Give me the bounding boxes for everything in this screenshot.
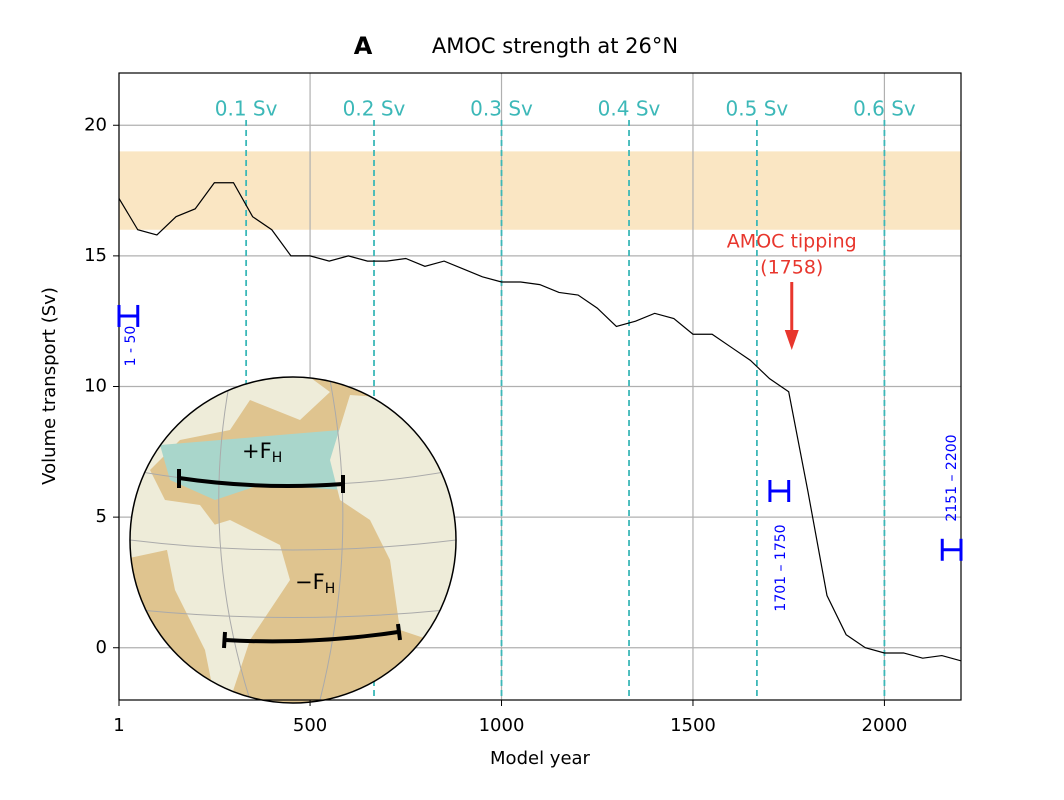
x-tick-label: 2000 <box>862 715 908 736</box>
annotation: AMOC tipping <box>727 231 857 253</box>
forcing-label: 0.6 Sv <box>853 97 916 121</box>
y-tick-label: 15 <box>84 245 107 266</box>
reference-band <box>119 151 961 230</box>
tipping-arrowhead <box>784 330 799 350</box>
forcing-label: 0.5 Sv <box>726 97 789 121</box>
x-axis-label: Model year <box>490 748 591 769</box>
forcing-label: 0.2 Sv <box>343 97 406 121</box>
forcing-label: 0.4 Sv <box>598 97 661 121</box>
chart-title: AMOC strength at 26°N <box>432 34 678 58</box>
y-axis-label: Volume transport (Sv) <box>39 287 60 485</box>
land-south-america <box>165 520 290 700</box>
inset-label: −FH <box>295 570 335 597</box>
globe-inset: +FH −FH <box>129 376 457 704</box>
data-line <box>119 182 961 662</box>
mean-label: 2151 – 2200 <box>944 434 960 521</box>
mean-label: 1 - 50 <box>123 326 139 367</box>
y-tick-label: 0 <box>96 637 107 658</box>
y-tick-label: 20 <box>84 114 107 135</box>
y-tick-label: 5 <box>96 506 107 527</box>
x-tick-label: 500 <box>293 715 327 736</box>
mean-bar <box>117 304 140 327</box>
mean-bar <box>940 538 963 561</box>
mean-label: 1701 – 1750 <box>773 524 789 611</box>
panel-label: A <box>354 32 373 60</box>
inset-label: +FH <box>242 439 282 466</box>
annotation: (1758) <box>760 257 823 279</box>
x-tick-label: 1 <box>113 715 124 736</box>
forcing-label: 0.1 Sv <box>215 97 278 121</box>
plot-frame <box>118 72 962 701</box>
y-tick-label: 10 <box>84 376 107 397</box>
x-tick-label: 1500 <box>670 715 716 736</box>
x-tick-label: 1000 <box>479 715 525 736</box>
forcing-label: 0.3 Sv <box>470 97 533 121</box>
mean-bar <box>768 480 791 502</box>
